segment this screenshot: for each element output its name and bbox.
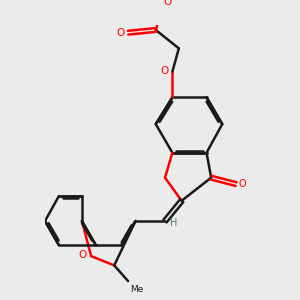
- Text: H: H: [170, 218, 177, 228]
- Text: O: O: [164, 0, 172, 7]
- Text: O: O: [116, 28, 124, 38]
- Text: O: O: [160, 67, 169, 76]
- Text: O: O: [78, 250, 86, 260]
- Text: O: O: [239, 179, 246, 189]
- Text: Me: Me: [130, 285, 143, 294]
